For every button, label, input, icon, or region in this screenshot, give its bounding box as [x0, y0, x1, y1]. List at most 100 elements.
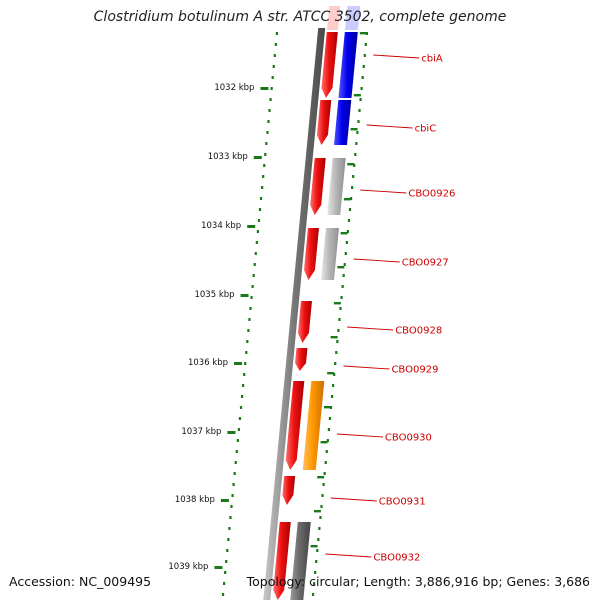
outer-dot — [363, 54, 366, 57]
inner-dot — [250, 296, 253, 299]
outer-dot — [317, 538, 320, 541]
inner-dot — [268, 109, 271, 112]
outer-dot — [342, 274, 345, 277]
cds-arrow — [295, 348, 308, 371]
inner-dot — [252, 274, 255, 277]
genome-summary-text: Topology: circular; Length: 3,886,916 bp… — [246, 574, 590, 589]
cds-arrow — [303, 228, 319, 280]
inner-dot — [261, 186, 264, 189]
inner-dot — [223, 582, 226, 585]
outer-dot — [353, 164, 356, 167]
inner-dot — [231, 494, 234, 497]
outer-dot — [315, 560, 318, 563]
gene-block — [321, 228, 339, 280]
outer-dot — [337, 329, 340, 332]
scale-tick-label: 1035 kbp — [194, 290, 234, 300]
inner-dot — [255, 241, 258, 244]
label-leader-line — [347, 326, 394, 331]
inner-dot — [227, 538, 230, 541]
gene-label: CBO0926 — [408, 189, 455, 200]
outer-dot — [332, 384, 335, 387]
inner-dot — [271, 76, 274, 79]
inner-dot — [221, 593, 225, 596]
outer-dot — [316, 549, 319, 552]
outer-dot — [359, 98, 362, 101]
inner-dot — [264, 153, 267, 156]
outer-tick — [330, 336, 338, 339]
outer-dot — [326, 439, 329, 442]
cds-arrow — [273, 522, 291, 600]
label-leader-line — [360, 189, 407, 194]
outer-dot — [360, 87, 363, 90]
major-tick — [253, 156, 262, 159]
scale-tick-label: 1038 kbp — [175, 495, 215, 505]
outer-dot — [323, 472, 326, 475]
inner-dot — [256, 230, 259, 233]
outer-dot — [356, 131, 359, 134]
gene-label: CBO0927 — [402, 258, 449, 269]
cds-continuation — [327, 6, 341, 30]
major-tick — [247, 225, 256, 228]
label-leader-line — [325, 553, 372, 558]
inner-dot — [263, 164, 266, 167]
backbone-line — [263, 28, 326, 600]
label-leader-line — [343, 365, 390, 370]
inner-dot — [235, 450, 238, 453]
outer-dot — [357, 120, 360, 123]
inner-dot — [265, 142, 268, 145]
cds-arrow — [316, 100, 332, 145]
inner-dot — [238, 417, 242, 420]
outer-dot — [338, 318, 341, 321]
gene-label: cbiC — [415, 124, 437, 135]
outer-tick — [343, 198, 351, 201]
scale-tick-label: 1036 kbp — [188, 358, 228, 368]
outer-tick — [317, 476, 325, 479]
inner-dot — [240, 395, 244, 398]
gene-block — [327, 158, 346, 215]
outer-tick — [327, 372, 335, 375]
outer-dot — [335, 351, 338, 354]
outer-tick — [320, 441, 328, 444]
outer-dot — [352, 175, 355, 178]
gene-label: cbiA — [421, 54, 443, 65]
outer-dot — [311, 593, 315, 596]
inner-dot — [237, 428, 240, 431]
outer-dot — [321, 494, 324, 497]
scale-tick-label: 1033 kbp — [208, 152, 248, 162]
label-leader-line — [336, 433, 383, 438]
inner-dot — [259, 197, 263, 200]
outer-tick — [347, 163, 355, 166]
outer-dot — [344, 252, 347, 255]
inner-dot — [247, 329, 250, 332]
outer-tick — [333, 302, 341, 305]
major-tick — [214, 566, 223, 569]
inner-dot — [244, 362, 247, 365]
outer-dot — [339, 307, 342, 310]
outer-dot — [322, 483, 325, 486]
outer-dot — [362, 65, 365, 68]
scale-tick-label: 1034 kbp — [201, 221, 241, 231]
major-tick — [240, 294, 249, 297]
outer-dot — [328, 417, 332, 420]
outer-dot — [355, 142, 358, 145]
gene-label: CBO0928 — [395, 326, 442, 337]
inner-dot — [269, 98, 272, 101]
outer-dot — [341, 285, 344, 288]
inner-dot — [267, 120, 270, 123]
inner-dot — [266, 131, 269, 134]
gene-block — [290, 522, 311, 600]
scale-tick-label: 1032 kbp — [214, 83, 254, 93]
outer-dot — [320, 505, 323, 508]
inner-dot — [272, 65, 275, 68]
gene-label: CBO0929 — [391, 365, 438, 376]
outer-tick — [359, 32, 367, 35]
outer-dot — [349, 197, 353, 200]
outer-dot — [334, 362, 337, 365]
outer-dot — [343, 263, 346, 266]
scale-ticks: 1032 kbp 1033 kbp 1034 kbp 1035 kbp 1036 kbp… — [168, 32, 369, 596]
major-tick — [220, 499, 229, 502]
inner-dot — [234, 461, 237, 464]
inner-dot — [253, 263, 256, 266]
cds-arrow — [310, 158, 326, 215]
outer-tick — [337, 266, 345, 269]
